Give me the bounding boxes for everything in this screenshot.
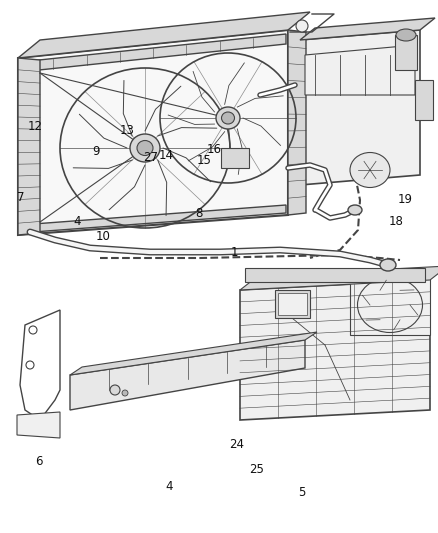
Text: 15: 15 (196, 154, 211, 167)
Ellipse shape (396, 29, 416, 41)
Polygon shape (20, 34, 286, 72)
Text: 6: 6 (35, 456, 42, 469)
Polygon shape (17, 412, 60, 438)
Bar (278, 293, 307, 315)
Text: 5: 5 (299, 486, 306, 499)
Text: 9: 9 (92, 144, 100, 158)
Text: 7: 7 (17, 191, 25, 204)
Polygon shape (18, 12, 310, 58)
Polygon shape (70, 340, 305, 410)
Text: 14: 14 (159, 149, 174, 161)
Text: 18: 18 (389, 215, 404, 228)
Polygon shape (240, 280, 430, 420)
Polygon shape (70, 332, 317, 375)
Text: 25: 25 (249, 463, 264, 477)
Text: 1: 1 (230, 246, 238, 259)
Text: 4: 4 (165, 480, 173, 494)
Ellipse shape (380, 259, 396, 271)
Ellipse shape (350, 152, 390, 188)
Text: 27: 27 (144, 151, 159, 165)
Polygon shape (240, 266, 438, 290)
Bar (275, 290, 310, 318)
Ellipse shape (348, 205, 362, 215)
Text: 4: 4 (73, 215, 81, 228)
Bar (221, 148, 249, 168)
Text: 16: 16 (207, 143, 222, 156)
Ellipse shape (137, 141, 153, 156)
Text: 19: 19 (398, 193, 413, 206)
Bar (350, 275, 430, 335)
Circle shape (110, 385, 120, 395)
Polygon shape (305, 45, 415, 95)
Polygon shape (20, 205, 286, 233)
Circle shape (122, 390, 128, 396)
Bar (245, 268, 425, 282)
Circle shape (296, 20, 308, 32)
Ellipse shape (222, 112, 234, 124)
Polygon shape (300, 30, 420, 185)
Bar (415, 80, 433, 120)
Text: 12: 12 (28, 120, 42, 133)
Polygon shape (18, 30, 288, 235)
Polygon shape (18, 58, 40, 235)
Text: 13: 13 (120, 124, 134, 138)
Text: 8: 8 (196, 207, 203, 220)
Ellipse shape (216, 107, 240, 129)
Polygon shape (288, 30, 306, 215)
Polygon shape (300, 18, 435, 40)
Ellipse shape (130, 134, 160, 162)
Text: 10: 10 (95, 230, 110, 243)
Text: 24: 24 (229, 439, 244, 451)
Bar (395, 35, 417, 70)
